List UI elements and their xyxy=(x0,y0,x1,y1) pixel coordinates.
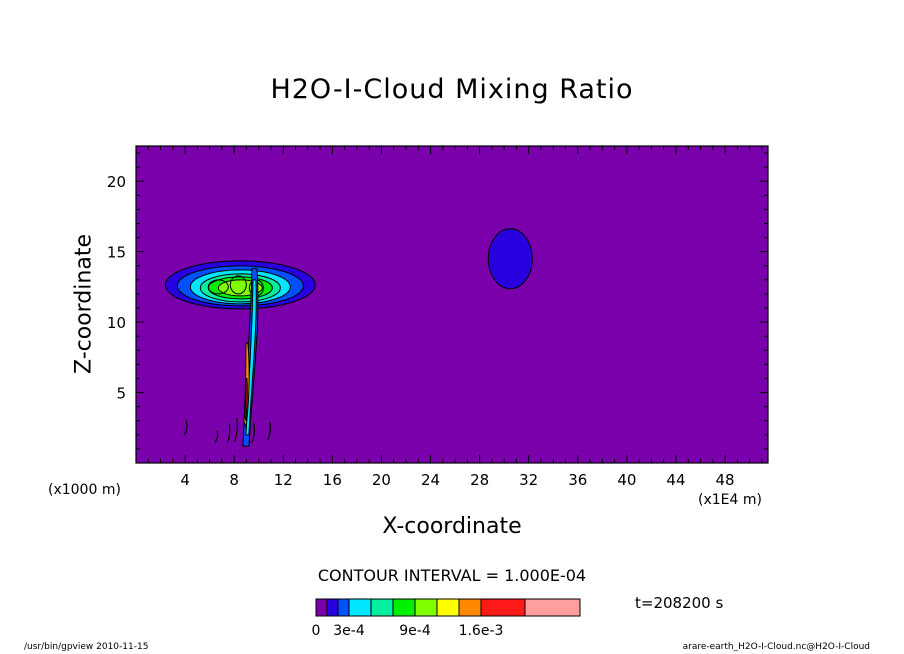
x-axis-label: X-coordinate xyxy=(382,514,522,539)
colorbar-segment xyxy=(370,598,394,617)
y-unit-label: (x1000 m) xyxy=(48,482,121,498)
colorbar: 0 3e-4 9e-4 1.6e-3 xyxy=(312,598,581,639)
low-level-streak-4 xyxy=(234,417,238,443)
colorbar-segment xyxy=(348,598,372,617)
colorbar-segment xyxy=(458,598,482,617)
contour-interval-text: CONTOUR INTERVAL = 1.000E-04 xyxy=(317,566,587,585)
chart-title: H2O-I-Cloud Mixing Ratio xyxy=(270,74,634,105)
time-label: t=208200 s xyxy=(635,594,724,612)
cloud-blob-right xyxy=(487,228,533,290)
low-level-streak-1 xyxy=(183,420,188,436)
column-peak xyxy=(244,377,248,421)
colorbar-label: 0 xyxy=(312,623,321,639)
y-axis-label: Z-coordinate xyxy=(71,234,97,374)
colorbar-segment xyxy=(392,598,416,617)
colorbar-label: 1.6e-3 xyxy=(459,623,504,639)
footer-left: /usr/bin/gpview 2010-11-15 xyxy=(24,642,149,652)
x-tick-label: 40 xyxy=(617,471,636,489)
colorbar-segment xyxy=(414,598,438,617)
x-tick-label: 4 xyxy=(180,471,190,489)
low-level-streak-5 xyxy=(251,423,256,443)
colorbar-label: 3e-4 xyxy=(333,623,365,639)
anvil-swirl-2 xyxy=(229,275,247,295)
y-tick-label: 15 xyxy=(107,244,126,262)
plot-frame xyxy=(135,145,769,464)
y-tick-label: 10 xyxy=(107,314,126,332)
low-level-streak-2 xyxy=(214,430,219,443)
x-tick-label: 32 xyxy=(519,471,538,489)
y-tick-label: 20 xyxy=(107,173,126,191)
x-tick-label: 20 xyxy=(372,471,391,489)
low-level-streak-3 xyxy=(226,423,231,443)
colorbar-segment xyxy=(326,598,339,617)
x-tick-label: 24 xyxy=(421,471,440,489)
colorbar-segment xyxy=(524,598,581,617)
x-unit-label: (x1E4 m) xyxy=(698,492,762,508)
footer-right: arare-earth_H2O-I-Cloud.nc@H2O-I-Cloud xyxy=(682,642,870,652)
x-tick-label: 36 xyxy=(568,471,587,489)
x-tick-label: 12 xyxy=(274,471,293,489)
colorbar-segment xyxy=(337,598,350,617)
colorbar-segment xyxy=(436,598,460,617)
y-tick-label: 5 xyxy=(116,385,126,403)
low-level-streak-6 xyxy=(267,422,272,441)
x-tick-label: 28 xyxy=(470,471,489,489)
colorbar-label: 9e-4 xyxy=(399,623,431,639)
x-tick-label: 44 xyxy=(666,471,685,489)
anvil-swirl-1 xyxy=(207,279,229,295)
colorbar-segment xyxy=(480,598,526,617)
colorbar-segment xyxy=(315,598,328,617)
x-tick-label: 16 xyxy=(323,471,342,489)
plot-area xyxy=(136,146,768,463)
x-tick-label: 48 xyxy=(716,471,735,489)
x-tick-label: 8 xyxy=(229,471,239,489)
